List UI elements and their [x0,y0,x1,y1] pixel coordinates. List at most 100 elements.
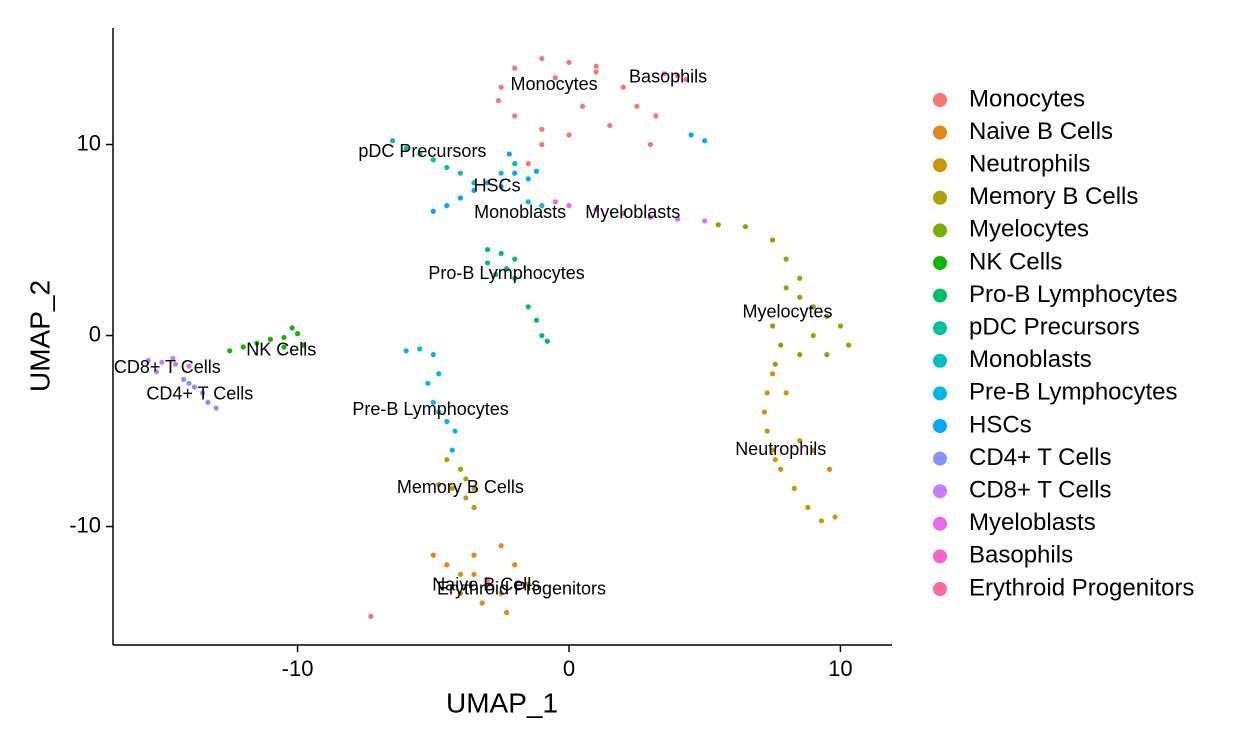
point [484,581,491,587]
legend-label: Pre-B Lymphocytes [969,379,1178,406]
point [688,132,694,138]
point [634,103,640,109]
cluster-label: CD8+ T Cells [114,357,221,377]
point [213,405,219,411]
point [498,84,504,90]
legend-label: Memory B Cells [969,183,1138,210]
point [683,76,689,83]
point [403,348,409,354]
legend-swatch [933,288,947,303]
point [539,141,545,148]
point [769,237,776,243]
point [797,275,803,281]
point [444,418,450,425]
point [764,390,770,396]
point [653,113,659,119]
point [430,399,436,406]
point [512,65,518,71]
point [452,428,458,434]
legend-label: Monoblasts [969,346,1092,373]
point [533,317,540,323]
point [180,376,187,383]
point [512,161,518,167]
point [620,84,626,90]
legend-label: Basophils [969,542,1073,569]
legend-swatch [933,549,947,564]
point [498,170,504,176]
y-tick-label: 0 [89,321,101,346]
point [159,359,165,365]
legend-label: Myeloblasts [969,509,1096,536]
legend-swatch [933,125,947,140]
legend-swatch [933,321,947,336]
cluster-label: Myelocytes [742,301,832,321]
point [826,466,833,472]
point [539,332,545,339]
point [436,481,442,488]
point [552,75,559,81]
point [484,577,491,583]
point [471,571,477,577]
point [674,216,681,222]
point [430,208,436,214]
point [240,344,246,350]
point [539,126,545,132]
point [772,361,778,367]
cluster-label: Pro-B Lymphocytes [428,263,584,283]
point [702,218,708,224]
y-axis-title: UMAP_2 [24,280,55,392]
point [425,380,431,386]
point [579,103,586,109]
point [761,409,768,415]
legend-label: Monocytes [969,85,1085,112]
point [512,170,518,176]
point [484,180,491,186]
point [254,340,260,346]
cluster-label: Basophils [629,66,707,86]
point [503,609,510,616]
point [430,157,436,163]
cluster-label: CD4+ T Cells [146,384,253,404]
point [186,363,192,369]
point [457,590,464,597]
cluster-label: Monocytes [511,74,598,94]
legend-label: Pro-B Lymphocytes [969,281,1178,308]
point [769,447,776,453]
legend-label: Erythroid Progenitors [969,574,1194,601]
point [525,161,531,167]
point [832,514,838,520]
point [593,206,599,213]
point [145,357,151,363]
point [430,552,436,558]
point [805,504,811,511]
point [797,352,803,358]
point [449,447,455,453]
point [498,590,504,597]
point [205,399,211,406]
point [471,187,477,193]
point [368,613,374,619]
point [484,246,491,253]
point [417,151,423,157]
point [593,63,599,69]
point [512,256,518,262]
legend-swatch [933,158,947,173]
point [444,203,450,209]
cluster-label: Neutrophils [735,439,826,459]
point [498,543,504,549]
point [498,183,504,190]
point [525,176,531,182]
point [824,313,830,320]
point [539,203,545,209]
point [153,369,160,375]
legend-swatch [933,223,947,238]
legend-label: Myelocytes [969,216,1089,243]
legend-swatch [933,419,947,433]
point [769,323,776,329]
point [444,562,450,568]
point [661,71,667,77]
point [449,485,455,491]
point [702,138,708,144]
point [566,59,572,65]
legend-swatch [933,190,947,205]
